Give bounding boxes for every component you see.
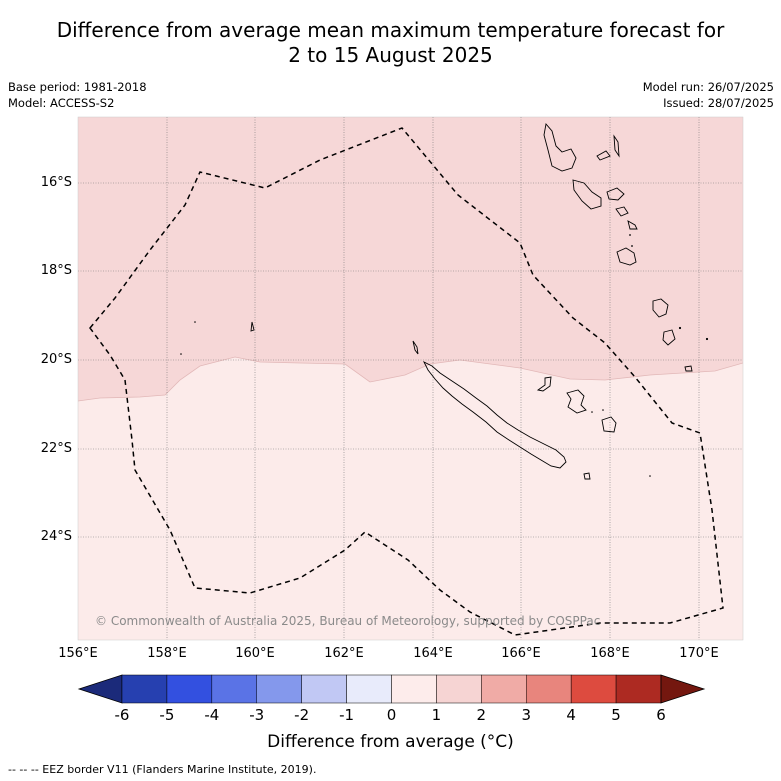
colorbar-tick-label: -2 xyxy=(294,706,310,724)
issued-date: Issued: 28/07/2025 xyxy=(663,96,774,110)
lon-label-166e: 166°E xyxy=(501,646,541,661)
colorbar-segment xyxy=(346,674,392,704)
lon-label-158e: 158°E xyxy=(147,646,187,661)
colorbar-tick-label: -3 xyxy=(249,706,265,724)
model-name: Model: ACCESS-S2 xyxy=(8,96,115,110)
colorbar-tick-label: 3 xyxy=(521,706,532,724)
colorbar-segment xyxy=(391,674,437,704)
colorbar-segment xyxy=(301,674,347,704)
copyright-notice: © Commonwealth of Australia 2025, Bureau… xyxy=(95,614,601,628)
colorbar-tick-label: 1 xyxy=(431,706,442,724)
colorbar-segment xyxy=(121,674,168,704)
lat-label-24s: 24°S xyxy=(40,529,72,544)
matthew-island xyxy=(684,365,693,372)
vanuatu-efate xyxy=(627,220,638,230)
band-boundary xyxy=(78,356,743,402)
lon-label-170e: 170°E xyxy=(679,646,719,661)
colorbar-tick-label: -6 xyxy=(114,706,130,724)
eez-border xyxy=(89,127,724,636)
lon-label-168e: 168°E xyxy=(590,646,630,661)
colorbar-tick-label: -5 xyxy=(159,706,175,724)
title-line-1: Difference from average mean maximum tem… xyxy=(56,18,725,42)
new-caledonia-island xyxy=(422,360,567,469)
vanuatu-erromango xyxy=(616,247,637,266)
mare-island xyxy=(601,416,617,433)
vanuatu-tanna xyxy=(652,298,669,318)
coastlines xyxy=(250,122,693,480)
vanuatu-aneityum xyxy=(662,329,676,346)
lat-label-16s: 16°S xyxy=(40,175,72,190)
belep-islands xyxy=(412,340,419,355)
graticule xyxy=(78,117,743,640)
colorbar-segment xyxy=(526,674,572,704)
isle-of-pines xyxy=(583,472,591,480)
colorbar-segment xyxy=(615,674,662,704)
vanuatu-epi xyxy=(615,206,629,217)
colorbar-segment xyxy=(166,674,213,704)
ouvea-island xyxy=(536,376,552,392)
colorbar-tick-label: -4 xyxy=(204,706,220,724)
lat-label-20s: 20°S xyxy=(40,352,72,367)
colorbar-tick-label: 0 xyxy=(386,706,397,724)
colorbar-segment xyxy=(481,674,527,704)
small-islets xyxy=(180,234,709,477)
vanuatu-malakula xyxy=(572,179,602,210)
model-run: Model run: 26/07/2025 xyxy=(642,80,774,94)
colorbar xyxy=(77,674,706,704)
colorbar-extension-low xyxy=(77,674,123,704)
meta-right: Model run: 26/07/2025 Issued: 28/07/2025 xyxy=(643,79,774,111)
colorbar-segment xyxy=(211,674,257,704)
colorbar-tick-label: 4 xyxy=(566,706,576,724)
title-line-2: 2 to 15 August 2025 xyxy=(288,43,493,67)
vanuatu-pentecost xyxy=(606,187,625,201)
map-title: Difference from average mean maximum tem… xyxy=(0,18,781,68)
lon-label-164e: 164°E xyxy=(413,646,453,661)
colorbar-tick-label: 2 xyxy=(476,706,487,724)
colorbar-segment xyxy=(570,674,617,704)
colorbar-extension-high xyxy=(660,674,706,704)
map-area xyxy=(78,117,743,640)
vanuatu-maewo xyxy=(613,134,620,158)
lat-label-18s: 18°S xyxy=(40,263,72,278)
meta-left: Base period: 1981-2018 Model: ACCESS-S2 xyxy=(8,79,147,111)
lifou-island xyxy=(566,389,587,414)
lon-label-160e: 160°E xyxy=(235,646,275,661)
lon-label-162e: 162°E xyxy=(324,646,364,661)
colorbar-tick-label: 5 xyxy=(611,706,621,724)
colorbar-tick-label: -1 xyxy=(339,706,355,724)
forecast-band-0-to-1 xyxy=(78,357,743,640)
base-period: Base period: 1981-2018 xyxy=(8,80,147,94)
vanuatu-ambae xyxy=(596,150,611,161)
vanuatu-espiritu-santo xyxy=(543,122,577,172)
eez-footnote: -- -- -- EEZ border V11 (Flanders Marine… xyxy=(8,763,317,776)
lon-label-156e: 156°E xyxy=(58,646,98,661)
colorbar-segment xyxy=(256,674,302,704)
lat-label-22s: 22°S xyxy=(40,441,72,456)
colorbar-title: Difference from average (°C) xyxy=(267,732,514,752)
colorbar-tick-label: 6 xyxy=(656,706,666,724)
colorbar-segment xyxy=(436,674,482,704)
map-frame xyxy=(77,116,744,641)
chesterfield-reef xyxy=(250,321,255,332)
